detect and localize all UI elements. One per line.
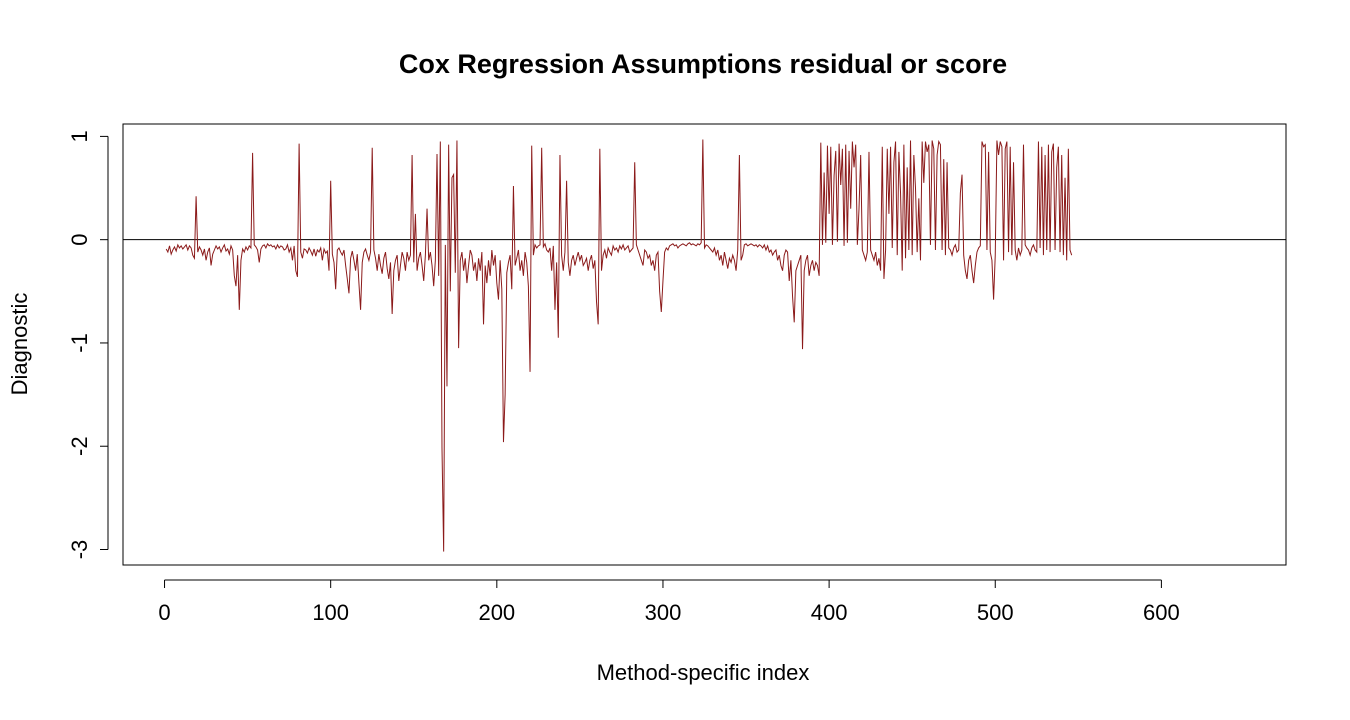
x-tick-label: 0 (158, 600, 170, 625)
x-tick-label: 100 (312, 600, 349, 625)
x-tick-label: 400 (811, 600, 848, 625)
x-axis-title: Method-specific index (597, 660, 810, 685)
x-axis: 0 100 200 300 400 500 600 (158, 579, 1180, 625)
y-tick-label: -1 (67, 333, 92, 353)
x-tick-label: 300 (645, 600, 682, 625)
y-tick-label: 1 (67, 130, 92, 142)
x-tick-label: 600 (1143, 600, 1180, 625)
y-axis: -3 -2 -1 0 1 (67, 130, 109, 560)
plot-frame (122, 123, 1287, 566)
y-axis-title: Diagnostic (7, 293, 32, 396)
x-tick-label: 500 (977, 600, 1014, 625)
chart-title: Cox Regression Assumptions residual or s… (399, 49, 1007, 79)
series-line (165, 139, 1073, 552)
y-tick-label: -2 (67, 436, 92, 456)
y-tick-label: -3 (67, 540, 92, 560)
y-tick-label: 0 (67, 234, 92, 246)
x-tick-label: 200 (478, 600, 515, 625)
